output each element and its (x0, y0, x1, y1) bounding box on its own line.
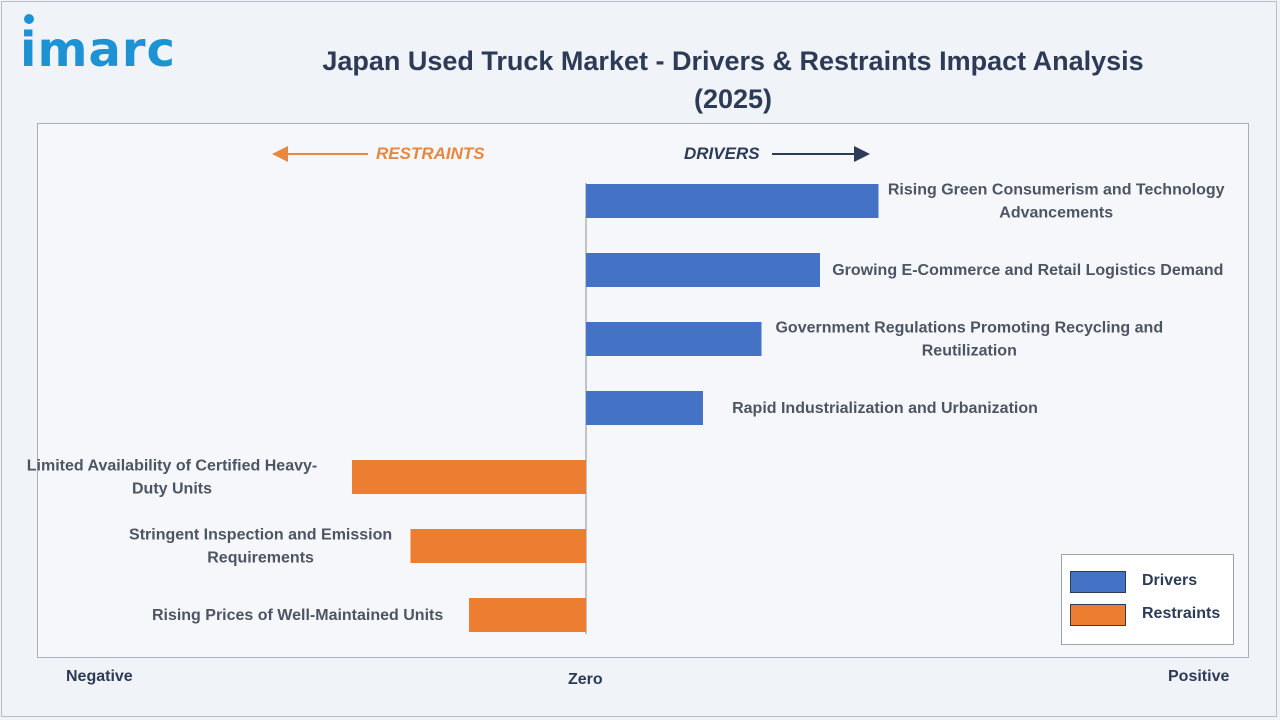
bar-7-label: Rising Prices of Well-Maintained Units (152, 607, 443, 624)
negative-label: Negative (66, 668, 133, 685)
bar-3-label-line-2: Reutilization (922, 343, 1017, 360)
bar-6-label: Stringent Inspection and Emission Require… (129, 527, 392, 567)
bar-1-label-line-2: Advancements (999, 205, 1113, 222)
bar-2-label: Growing E-Commerce and Retail Logistics … (832, 262, 1223, 279)
logo-dot (24, 14, 34, 24)
legend-swatch-drivers (1070, 571, 1126, 593)
chart-legend: Drivers Restraints (1061, 554, 1234, 645)
imarc-logo: imarc (20, 22, 176, 78)
legend-label-restraints: Restraints (1142, 605, 1221, 622)
restraints-direction-label: RESTRAINTS (376, 144, 485, 163)
bar-6-label-line-2: Requirements (207, 550, 314, 567)
zero-label: Zero (568, 671, 603, 688)
bar-2-label-line-1: Growing E-Commerce and Retail Logistics … (832, 262, 1223, 279)
bar-4-drivers (586, 391, 703, 425)
bar-3-drivers (586, 322, 762, 356)
bar-4-label-line-1: Rapid Industrialization and Urbanization (732, 400, 1038, 417)
positive-label: Positive (1168, 668, 1230, 685)
legend-label-drivers: Drivers (1142, 572, 1198, 589)
bar-5-label: Limited Availability of Certified Heavy-… (27, 458, 317, 498)
bar-3-label: Government Regulations Promoting Recycli… (775, 320, 1163, 360)
chart-title: Japan Used Truck Market - Drivers & Rest… (322, 46, 1144, 114)
bar-3-label-line-1: Government Regulations Promoting Recycli… (775, 320, 1163, 337)
bar-7-restraints (469, 598, 586, 632)
bar-6-label-line-1: Stringent Inspection and Emission (129, 527, 392, 544)
bar-4-label: Rapid Industrialization and Urbanization (732, 400, 1038, 417)
bar-5-label-line-1: Limited Availability of Certified Heavy- (27, 458, 317, 475)
bar-1-drivers (586, 184, 879, 218)
bar-6-restraints (410, 529, 586, 563)
drivers-direction-label: DRIVERS (684, 144, 760, 163)
bar-5-restraints (352, 460, 586, 494)
legend-swatch-restraints (1070, 604, 1126, 626)
bar-7-label-line-1: Rising Prices of Well-Maintained Units (152, 607, 443, 624)
bar-2-drivers (586, 253, 820, 287)
bar-5-label-line-2: Duty Units (132, 481, 212, 498)
bar-1-label-line-1: Rising Green Consumerism and Technology (888, 182, 1225, 199)
bar-1-label: Rising Green Consumerism and Technology A… (888, 182, 1225, 222)
